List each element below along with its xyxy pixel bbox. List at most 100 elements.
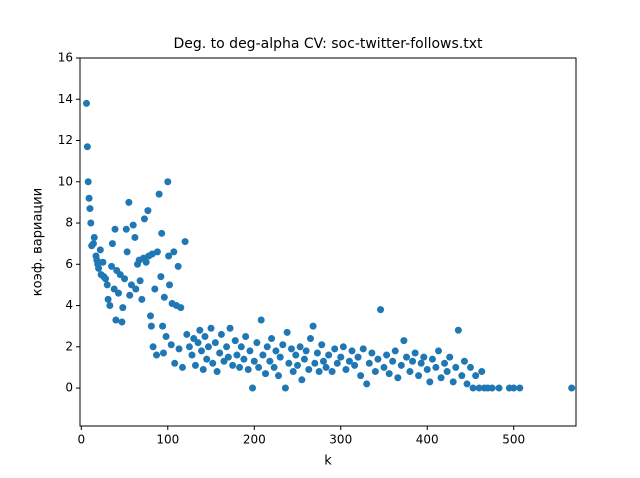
point [287, 345, 295, 353]
point [454, 326, 462, 334]
point [276, 353, 284, 361]
point [140, 215, 148, 223]
y-tick-label: 8 [65, 216, 73, 230]
point [153, 248, 161, 256]
point [196, 326, 204, 334]
point [159, 349, 167, 357]
point [87, 219, 95, 227]
point [397, 361, 405, 369]
point [177, 304, 185, 312]
point [516, 384, 524, 392]
point [406, 368, 414, 376]
point [339, 343, 347, 351]
plot-frame [79, 57, 577, 427]
point [216, 349, 224, 357]
point [428, 355, 436, 363]
point [217, 330, 225, 338]
point [441, 359, 449, 367]
point [409, 357, 417, 365]
point [96, 246, 104, 254]
point [149, 343, 157, 351]
point [434, 347, 442, 355]
point [224, 353, 232, 361]
point [114, 289, 122, 297]
point [432, 363, 440, 371]
point [132, 285, 140, 293]
point [83, 143, 91, 151]
point [146, 312, 154, 320]
chart-title: Deg. to deg-alpha CV: soc-twitter-follow… [174, 36, 484, 52]
point [255, 363, 263, 371]
point [318, 341, 326, 349]
point [129, 221, 137, 229]
point [165, 252, 173, 260]
point [365, 359, 373, 367]
point [359, 345, 367, 353]
point [118, 318, 126, 326]
point [294, 361, 302, 369]
point [394, 374, 402, 382]
point [333, 359, 341, 367]
point [279, 341, 287, 349]
point [411, 349, 419, 357]
point [463, 380, 471, 388]
point [351, 361, 359, 369]
point [131, 233, 139, 241]
point [389, 357, 397, 365]
point [446, 353, 454, 361]
point [211, 339, 219, 347]
point [300, 355, 308, 363]
x-tick-label: 500 [502, 433, 525, 447]
point [108, 262, 116, 270]
point [415, 372, 423, 380]
point [99, 258, 107, 266]
point [90, 233, 98, 241]
point [127, 281, 135, 289]
point [400, 337, 408, 345]
x-tick-label: 300 [329, 433, 352, 447]
point [263, 343, 271, 351]
point [188, 351, 196, 359]
point [181, 238, 189, 246]
point [363, 380, 371, 388]
point [190, 335, 198, 343]
point [157, 273, 165, 281]
point [244, 365, 252, 373]
point [226, 324, 234, 332]
point [250, 357, 258, 365]
point [371, 368, 379, 376]
point [178, 363, 186, 371]
point [311, 359, 319, 367]
point [170, 248, 178, 256]
point [198, 347, 206, 355]
point [82, 99, 90, 107]
point [204, 343, 212, 351]
point [253, 339, 261, 347]
point [121, 275, 129, 283]
point [283, 328, 291, 336]
point [116, 271, 124, 279]
point [84, 178, 92, 186]
point [106, 302, 114, 310]
point [345, 357, 353, 365]
point [383, 351, 391, 359]
point [268, 335, 276, 343]
point [331, 345, 339, 353]
point [237, 343, 245, 351]
point [426, 378, 434, 386]
point [568, 384, 576, 392]
point [151, 285, 159, 293]
y-tick-label: 4 [65, 298, 73, 312]
point [495, 384, 503, 392]
point [95, 264, 103, 272]
point [475, 384, 483, 392]
point [337, 353, 345, 361]
point [374, 355, 382, 363]
point [213, 368, 221, 376]
point [285, 359, 293, 367]
point [423, 365, 431, 373]
point [147, 322, 155, 330]
point [119, 304, 127, 312]
x-tick-label: 0 [77, 433, 85, 447]
